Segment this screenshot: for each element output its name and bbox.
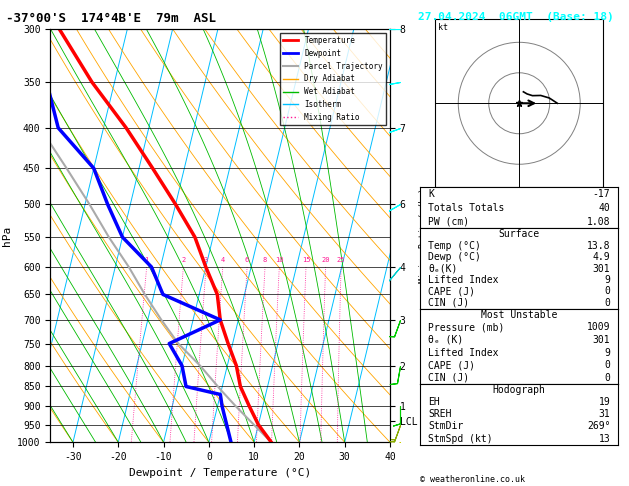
Text: Surface: Surface — [499, 229, 540, 239]
Text: 2: 2 — [181, 257, 186, 263]
Text: 1.08: 1.08 — [587, 217, 610, 226]
Text: 1009: 1009 — [587, 322, 610, 332]
Text: 8: 8 — [263, 257, 267, 263]
Text: CIN (J): CIN (J) — [428, 373, 469, 382]
Text: 10: 10 — [275, 257, 284, 263]
Text: StmSpd (kt): StmSpd (kt) — [428, 434, 493, 444]
Text: θₑ(K): θₑ(K) — [428, 263, 457, 274]
Text: 301: 301 — [593, 263, 610, 274]
Text: Pressure (mb): Pressure (mb) — [428, 322, 504, 332]
Text: 40: 40 — [599, 203, 610, 213]
Legend: Temperature, Dewpoint, Parcel Trajectory, Dry Adiabat, Wet Adiabat, Isotherm, Mi: Temperature, Dewpoint, Parcel Trajectory… — [280, 33, 386, 125]
Text: kt: kt — [438, 23, 448, 32]
Text: 13: 13 — [599, 434, 610, 444]
Text: EH: EH — [428, 397, 440, 407]
Text: 269°: 269° — [587, 421, 610, 432]
Text: CIN (J): CIN (J) — [428, 298, 469, 308]
Text: Mixing Ratio (g/kg): Mixing Ratio (g/kg) — [420, 188, 428, 283]
Text: CAPE (J): CAPE (J) — [428, 286, 475, 296]
Text: 0: 0 — [604, 286, 610, 296]
Text: -17: -17 — [593, 189, 610, 199]
Text: 13.8: 13.8 — [587, 241, 610, 251]
Y-axis label: hPa: hPa — [1, 226, 11, 246]
Text: 4: 4 — [221, 257, 225, 263]
Text: K: K — [428, 189, 434, 199]
Text: Dewp (°C): Dewp (°C) — [428, 252, 481, 262]
Text: Totals Totals: Totals Totals — [428, 203, 504, 213]
Text: θₑ (K): θₑ (K) — [428, 335, 464, 345]
Text: 9: 9 — [604, 275, 610, 285]
Text: 4.9: 4.9 — [593, 252, 610, 262]
Text: Hodograph: Hodograph — [493, 385, 546, 395]
Text: SREH: SREH — [428, 409, 452, 419]
Text: 0: 0 — [604, 360, 610, 370]
Text: 27.04.2024  06GMT  (Base: 18): 27.04.2024 06GMT (Base: 18) — [418, 12, 614, 22]
Text: 301: 301 — [593, 335, 610, 345]
Text: 20: 20 — [321, 257, 330, 263]
Text: Lifted Index: Lifted Index — [428, 347, 499, 358]
Text: PW (cm): PW (cm) — [428, 217, 469, 226]
Text: 9: 9 — [604, 347, 610, 358]
Text: 19: 19 — [599, 397, 610, 407]
Text: 0: 0 — [604, 298, 610, 308]
Text: 31: 31 — [599, 409, 610, 419]
Text: CAPE (J): CAPE (J) — [428, 360, 475, 370]
Text: 0: 0 — [604, 373, 610, 382]
Text: 25: 25 — [337, 257, 345, 263]
Text: 6: 6 — [245, 257, 249, 263]
Text: 15: 15 — [302, 257, 310, 263]
Text: Temp (°C): Temp (°C) — [428, 241, 481, 251]
Text: © weatheronline.co.uk: © weatheronline.co.uk — [420, 474, 525, 484]
Text: -37°00'S  174°4B'E  79m  ASL: -37°00'S 174°4B'E 79m ASL — [6, 12, 216, 25]
Y-axis label: km
ASL: km ASL — [433, 225, 451, 246]
Text: 3: 3 — [204, 257, 208, 263]
Text: Lifted Index: Lifted Index — [428, 275, 499, 285]
Text: Most Unstable: Most Unstable — [481, 310, 557, 320]
Text: 1: 1 — [145, 257, 149, 263]
Text: StmDir: StmDir — [428, 421, 464, 432]
X-axis label: Dewpoint / Temperature (°C): Dewpoint / Temperature (°C) — [129, 468, 311, 478]
